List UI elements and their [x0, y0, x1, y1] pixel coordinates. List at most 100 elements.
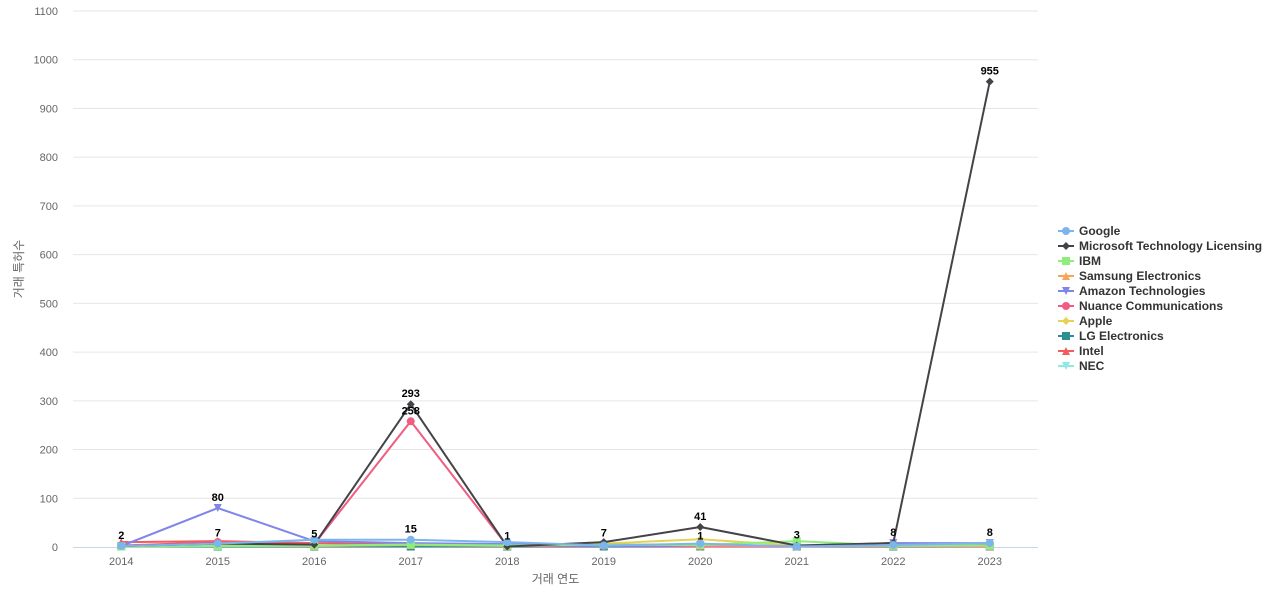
y-tick-label: 1100: [34, 6, 58, 18]
data-point-google: [792, 542, 801, 551]
legend-label-nuance-communications: Nuance Communications: [1079, 299, 1223, 313]
series-google: [117, 535, 994, 551]
data-point-google: [310, 535, 319, 544]
data-label: 80: [212, 492, 224, 504]
y-axis-ticks: 0 100 200 300 400 500 600 700 800 900 1000 1100: [34, 6, 58, 554]
x-axis-ticks: 2014 2015 2016 2017 2018 2019 2020 2021 2022 2023: [109, 556, 1002, 568]
data-label: 258: [402, 405, 420, 417]
data-point-nuance-communications: [406, 417, 415, 426]
data-point-google: [985, 539, 994, 548]
y-tick-label: 500: [40, 298, 58, 310]
legend-item-apple[interactable]: Apple: [1058, 314, 1113, 328]
data-label: 3: [794, 530, 800, 542]
data-point-microsoft-technology-licensing: [985, 77, 994, 86]
legend-label-google: Google: [1079, 224, 1121, 238]
data-label: 293: [402, 388, 420, 400]
series-layer: [117, 77, 994, 551]
legend-marker-lg-electronics: [1062, 332, 1070, 340]
data-label: 8: [890, 527, 896, 539]
legend-marker-intel: [1062, 347, 1070, 355]
legend-marker-amazon-technologies: [1062, 287, 1070, 295]
data-label: 2: [118, 530, 124, 542]
x-tick-label: 2022: [881, 556, 905, 568]
y-tick-label: 900: [40, 103, 58, 115]
legend-marker-nuance-communications: [1062, 302, 1070, 310]
data-point-google: [117, 542, 126, 551]
data-point-google: [696, 539, 705, 548]
y-tick-label: 1000: [34, 55, 58, 67]
y-tick-label: 800: [40, 152, 58, 164]
x-tick-label: 2014: [109, 556, 133, 568]
data-label: 15: [405, 524, 417, 536]
x-tick-label: 2017: [399, 556, 423, 568]
legend-label-lg-electronics: LG Electronics: [1079, 329, 1164, 343]
y-axis-title: 거래 특허수: [12, 240, 26, 299]
series-line-google: [121, 538, 990, 548]
series-nuance-communications: [117, 417, 994, 551]
legend-label-ibm: IBM: [1079, 254, 1101, 268]
legend-item-microsoft-technology-licensing[interactable]: Microsoft Technology Licensing: [1058, 239, 1262, 253]
legend-label-amazon-technologies: Amazon Technologies: [1079, 284, 1206, 298]
data-point-google: [889, 541, 898, 550]
legend-label-intel: Intel: [1079, 344, 1104, 358]
series-microsoft-technology-licensing: [117, 77, 994, 551]
data-point-google: [599, 541, 608, 550]
x-tick-label: 2023: [978, 556, 1002, 568]
legend-marker-google: [1062, 227, 1070, 235]
data-label: 41: [694, 511, 706, 523]
legend-item-nuance-communications[interactable]: Nuance Communications: [1058, 299, 1223, 313]
x-tick-label: 2018: [495, 556, 519, 568]
legend-marker-microsoft-technology-licensing: [1062, 242, 1070, 250]
legend-item-ibm[interactable]: IBM: [1058, 254, 1101, 268]
y-tick-label: 700: [40, 201, 58, 213]
series-line-microsoft-technology-licensing: [121, 81, 991, 548]
data-point-google: [406, 535, 415, 544]
legend-label-apple: Apple: [1079, 314, 1113, 328]
data-point-ibm: [406, 540, 415, 549]
y-tick-label: 300: [40, 396, 58, 408]
legend-label-nec: NEC: [1079, 359, 1105, 373]
legend-marker-apple: [1062, 317, 1070, 325]
data-point-google: [503, 538, 512, 547]
legend-marker-samsung-electronics: [1062, 272, 1070, 280]
legend-label-microsoft-technology-licensing: Microsoft Technology Licensing: [1079, 239, 1262, 253]
data-point-ibm: [792, 537, 801, 546]
data-label: 7: [601, 528, 607, 540]
y-tick-label: 400: [40, 347, 58, 359]
x-axis-title: 거래 연도: [532, 572, 580, 586]
legend-marker-ibm: [1062, 257, 1070, 265]
legend-item-lg-electronics[interactable]: LG Electronics: [1058, 329, 1164, 343]
data-point-google: [213, 539, 222, 548]
x-tick-label: 2015: [206, 556, 230, 568]
series-line-nuance-communications: [121, 420, 990, 548]
x-tick-label: 2016: [302, 556, 326, 568]
legend-marker-nec: [1062, 362, 1070, 370]
data-point-microsoft-technology-licensing: [696, 523, 705, 532]
data-labels: 2 80 7 5 293 258 15 1 7 41 1 3 8 955 8: [118, 66, 999, 543]
data-label: 5: [311, 529, 317, 541]
x-tick-label: 2019: [592, 556, 616, 568]
series-line-amazon-technologies: [120, 507, 990, 548]
legend-label-samsung-electronics: Samsung Electronics: [1079, 269, 1201, 283]
x-tick-label: 2020: [688, 556, 712, 568]
data-label: 955: [981, 66, 999, 78]
y-tick-label: 600: [40, 250, 58, 262]
x-tick-label: 2021: [785, 556, 809, 568]
data-point-amazon-technologies: [213, 504, 222, 513]
data-label: 1: [697, 531, 703, 543]
grid-lines: [73, 10, 1038, 499]
y-tick-label: 200: [40, 445, 58, 457]
data-point-microsoft-technology-licensing: [406, 400, 415, 409]
y-tick-label: 0: [52, 542, 58, 554]
data-label: 7: [215, 528, 221, 540]
legend-item-intel[interactable]: Intel: [1058, 344, 1104, 358]
legend-item-samsung-electronics[interactable]: Samsung Electronics: [1058, 269, 1201, 283]
data-label: 1: [504, 531, 510, 543]
legend-item-nec[interactable]: NEC: [1058, 359, 1105, 373]
legend-item-google[interactable]: Google: [1058, 224, 1121, 238]
y-tick-label: 100: [40, 493, 58, 505]
legend-item-amazon-technologies[interactable]: Amazon Technologies: [1058, 284, 1206, 298]
data-label: 8: [987, 527, 993, 539]
